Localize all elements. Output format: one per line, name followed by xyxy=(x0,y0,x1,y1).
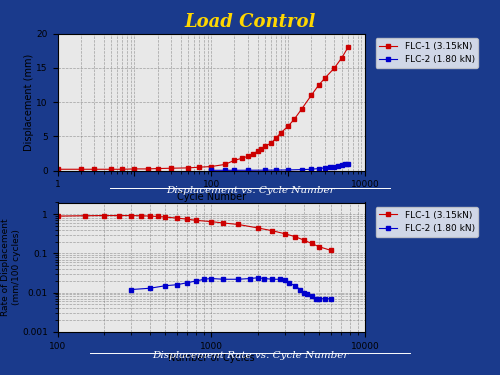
X-axis label: Number of Cycles: Number of Cycles xyxy=(168,353,254,363)
Legend: FLC-1 (3.15kN), FLC-2 (1.80 kN): FLC-1 (3.15kN), FLC-2 (1.80 kN) xyxy=(376,207,478,237)
Text: Load Control: Load Control xyxy=(184,13,316,31)
X-axis label: Cycle Number: Cycle Number xyxy=(176,192,246,202)
Y-axis label: Rate of Displacement
(mm/100 cycles): Rate of Displacement (mm/100 cycles) xyxy=(1,218,20,316)
Text: Displacement vs. Cycle Number: Displacement vs. Cycle Number xyxy=(166,186,334,195)
Text: Displacement Rate vs. Cycle Number: Displacement Rate vs. Cycle Number xyxy=(152,351,348,360)
Legend: FLC-1 (3.15kN), FLC-2 (1.80 kN): FLC-1 (3.15kN), FLC-2 (1.80 kN) xyxy=(376,38,478,68)
Y-axis label: Displacement (mm): Displacement (mm) xyxy=(24,54,34,151)
